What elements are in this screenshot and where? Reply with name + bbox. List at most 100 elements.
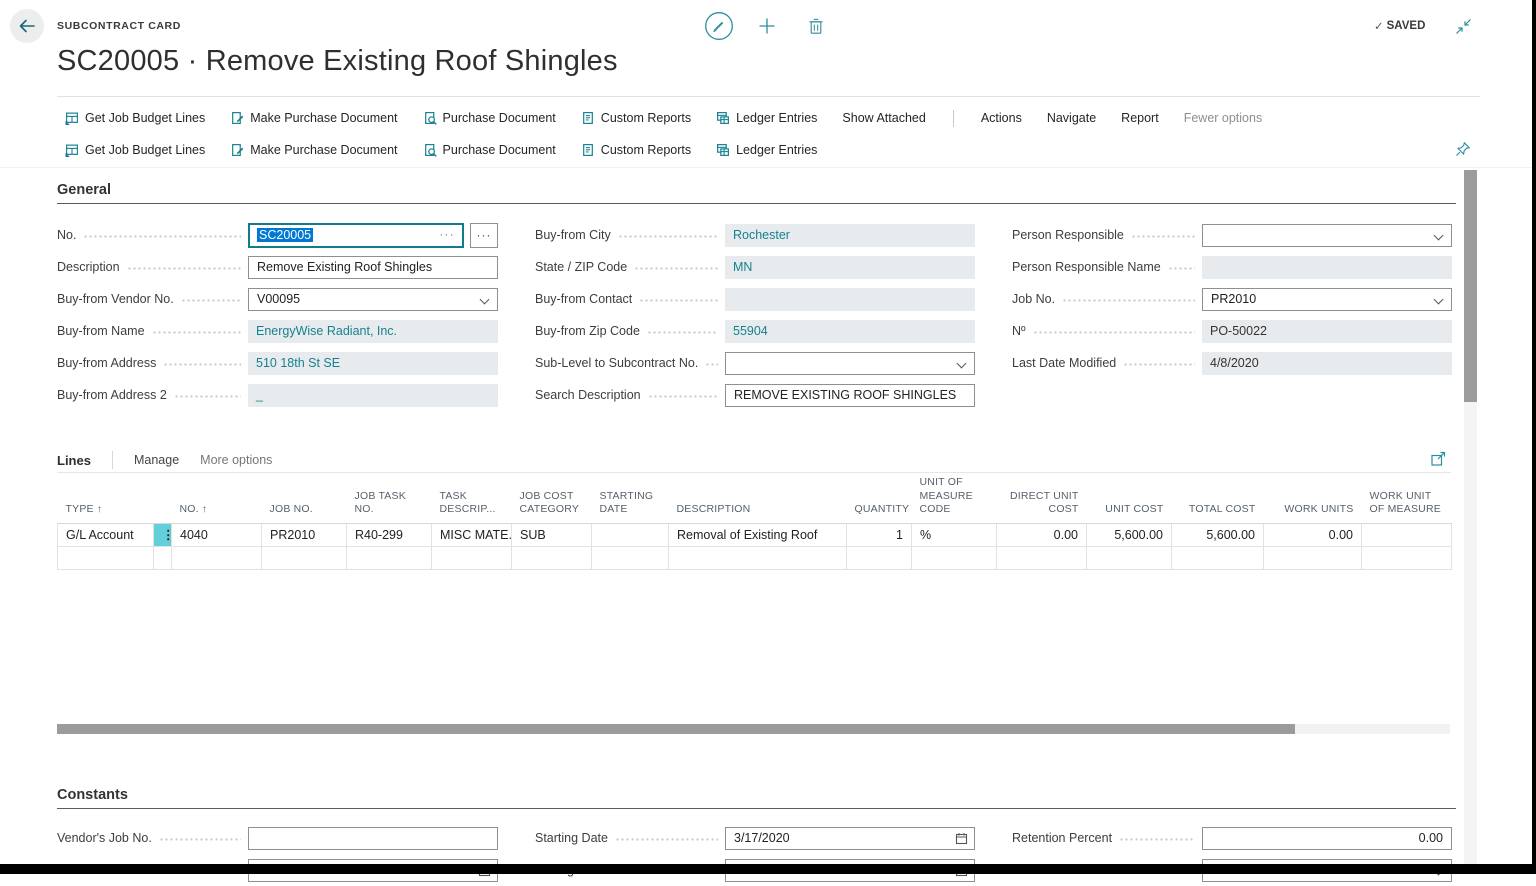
- column-header-direct-unit-cost[interactable]: DIRECT UNIT COST: [996, 474, 1087, 524]
- back-button[interactable]: [10, 9, 44, 43]
- search-description-input[interactable]: REMOVE EXISTING ROOF SHINGLES: [725, 383, 975, 407]
- cell-unit-of-measure-code[interactable]: %: [911, 522, 997, 547]
- make-purchase-document-button[interactable]: Make Purchase Document: [230, 143, 398, 157]
- cell-task-description[interactable]: MISC MATE...: [431, 522, 512, 547]
- cell-work-units[interactable]: 0.00: [1263, 522, 1362, 547]
- more-options-button[interactable]: More options: [200, 453, 273, 467]
- cell-job-cost-category[interactable]: SUB: [511, 522, 592, 547]
- empty-cell[interactable]: [346, 545, 432, 570]
- column-header-task-description[interactable]: TASK DESCRIP...: [431, 474, 512, 524]
- column-header-work-unit-of-measure[interactable]: WORK UNIT OF MEASURE: [1361, 474, 1452, 524]
- actions-menu[interactable]: Actions: [981, 111, 1022, 125]
- job-no-select[interactable]: PR2010: [1202, 287, 1452, 311]
- empty-cell[interactable]: [57, 545, 154, 570]
- assist-edit-button[interactable]: ···: [470, 222, 498, 248]
- cell-quantity[interactable]: 1: [846, 522, 912, 547]
- edit-button[interactable]: [704, 11, 734, 41]
- cell-unit-cost[interactable]: 5,600.00: [1086, 522, 1172, 547]
- new-button[interactable]: [758, 17, 776, 35]
- cell-direct-unit-cost[interactable]: 0.00: [996, 522, 1087, 547]
- column-header-job-task-no[interactable]: JOB TASK NO.: [346, 474, 432, 524]
- sub-level-to-subcontract-no-select[interactable]: [725, 351, 975, 375]
- cell-starting-date[interactable]: [591, 522, 669, 547]
- cell-type[interactable]: G/L Account: [57, 522, 154, 547]
- cell-no[interactable]: 4040: [171, 522, 262, 547]
- empty-cell[interactable]: [1263, 545, 1362, 570]
- calendar-icon[interactable]: [955, 832, 968, 845]
- report-menu[interactable]: Report: [1121, 111, 1159, 125]
- collapse-window-button[interactable]: [1455, 18, 1472, 35]
- empty-cell[interactable]: [1361, 545, 1452, 570]
- column-header-no[interactable]: NO. ↑: [171, 474, 262, 524]
- vertical-scrollbar[interactable]: [1464, 170, 1477, 864]
- empty-cell[interactable]: [431, 545, 512, 570]
- tab-lines[interactable]: Lines: [57, 452, 91, 468]
- custom-reports-button[interactable]: Custom Reports: [581, 111, 691, 125]
- column-header-unit-cost[interactable]: UNIT COST: [1086, 474, 1172, 524]
- navigate-menu[interactable]: Navigate: [1047, 111, 1096, 125]
- focus-mode-button[interactable]: [1431, 451, 1446, 466]
- horizontal-scrollbar[interactable]: [57, 724, 1450, 734]
- column-header-job-cost-category[interactable]: JOB COST CATEGORY: [511, 474, 592, 524]
- cell-total-cost[interactable]: 5,600.00: [1171, 522, 1264, 547]
- column-header-description[interactable]: DESCRIPTION: [668, 474, 847, 524]
- delete-button[interactable]: [808, 17, 824, 35]
- chevron-down-icon: [1433, 294, 1444, 304]
- column-header-quantity[interactable]: QUANTITY: [846, 474, 912, 524]
- cell-job-task-no[interactable]: R40-299: [346, 522, 432, 547]
- custom-reports-button[interactable]: Custom Reports: [581, 143, 691, 157]
- state-zip-code-value[interactable]: MN: [725, 255, 975, 279]
- retention-percent-input[interactable]: 0.00: [1202, 826, 1452, 850]
- cell-job-no[interactable]: PR2010: [261, 522, 347, 547]
- button-label: Get Job Budget Lines: [85, 111, 206, 125]
- starting-date-input[interactable]: 3/17/2020: [725, 826, 975, 850]
- person-responsible-select[interactable]: [1202, 223, 1452, 247]
- ledger-entries-button[interactable]: Ledger Entries: [716, 111, 817, 125]
- vendors-job-no-input[interactable]: [248, 826, 498, 850]
- cell-work-unit-of-measure[interactable]: [1361, 522, 1452, 547]
- row-selector-cell[interactable]: ⋮: [153, 522, 172, 547]
- buy-from-name-value[interactable]: EnergyWise Radiant, Inc.: [248, 319, 498, 343]
- show-attached-button[interactable]: Show Attached: [842, 111, 925, 125]
- buy-from-address-value[interactable]: 510 18th St SE: [248, 351, 498, 375]
- buy-from-address-2-value[interactable]: _: [248, 383, 498, 407]
- dotted-leader: [173, 395, 241, 398]
- column-header-work-units[interactable]: WORK UNITS: [1263, 474, 1362, 524]
- empty-cell[interactable]: [846, 545, 912, 570]
- empty-cell[interactable]: [591, 545, 669, 570]
- pin-actionbar-button[interactable]: [1455, 141, 1471, 157]
- get-job-budget-lines-button[interactable]: Get Job Budget Lines: [65, 143, 205, 157]
- cell-description[interactable]: Removal of Existing Roof: [668, 522, 847, 547]
- empty-cell[interactable]: [511, 545, 592, 570]
- get-job-budget-lines-button[interactable]: Get Job Budget Lines: [65, 111, 205, 125]
- divider: [0, 167, 1536, 168]
- empty-cell[interactable]: [911, 545, 997, 570]
- purchase-document-button[interactable]: Purchase Document: [423, 143, 556, 157]
- no-input[interactable]: SC20005 ···: [248, 222, 464, 248]
- buy-from-vendor-no-select[interactable]: V00095: [248, 287, 498, 311]
- horizontal-scrollbar-thumb[interactable]: [57, 724, 1295, 734]
- empty-cell[interactable]: [996, 545, 1087, 570]
- column-header-total-cost[interactable]: TOTAL COST: [1171, 474, 1264, 524]
- empty-cell[interactable]: [1086, 545, 1172, 570]
- empty-cell[interactable]: [668, 545, 847, 570]
- cell-value: 5,600.00: [1114, 527, 1163, 542]
- buy-from-zip-code-value[interactable]: 55904: [725, 319, 975, 343]
- column-header-type[interactable]: TYPE ↑: [57, 474, 154, 524]
- empty-cell[interactable]: [261, 545, 347, 570]
- empty-cell[interactable]: [171, 545, 262, 570]
- column-header-job-no[interactable]: JOB NO.: [261, 474, 347, 524]
- vertical-scrollbar-thumb[interactable]: [1464, 170, 1477, 402]
- description-input[interactable]: Remove Existing Roof Shingles: [248, 255, 498, 279]
- lookup-ellipsis-icon[interactable]: ···: [439, 229, 455, 241]
- ledger-entries-button[interactable]: Ledger Entries: [716, 143, 817, 157]
- column-header-starting-date[interactable]: STARTING DATE: [591, 474, 669, 524]
- fewer-options-button[interactable]: Fewer options: [1184, 111, 1263, 125]
- empty-cell[interactable]: [1171, 545, 1264, 570]
- empty-cell[interactable]: [153, 545, 172, 570]
- manage-menu[interactable]: Manage: [133, 453, 180, 467]
- purchase-document-button[interactable]: Purchase Document: [423, 111, 556, 125]
- column-header-unit-of-measure-code[interactable]: UNIT OF MEASURE CODE: [911, 474, 997, 524]
- make-purchase-document-button[interactable]: Make Purchase Document: [230, 111, 398, 125]
- buy-from-city-value[interactable]: Rochester: [725, 223, 975, 247]
